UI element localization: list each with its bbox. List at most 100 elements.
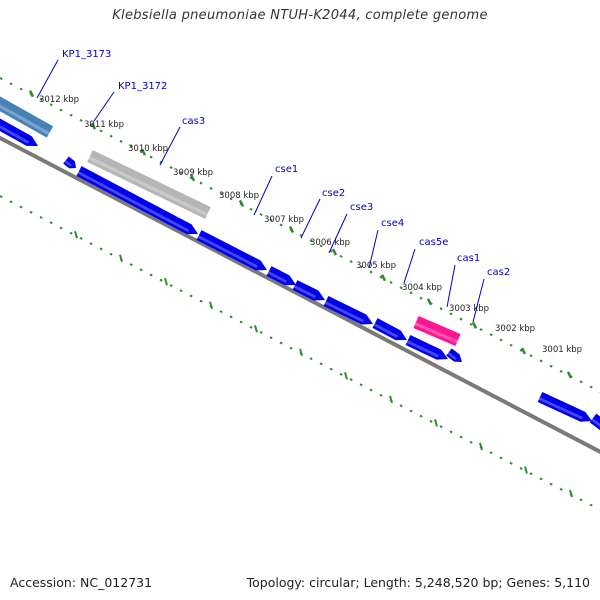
tick-dot: [39, 98, 43, 101]
tick-dot: [399, 404, 403, 408]
tick-dot: [589, 385, 593, 389]
scale-label-layer: 3012 kbp 3011 kbp 3010 kbp 3009 kbp 3008 kbp…: [39, 95, 582, 355]
gene-small-arrow-shine: [64, 160, 72, 167]
major-tick: [28, 90, 35, 98]
tick-dot: [209, 186, 213, 190]
gene-cas3-shine: [77, 171, 190, 232]
tick-dot: [529, 472, 533, 476]
tick-dot: [19, 205, 23, 209]
major-tick: [209, 301, 213, 310]
gene-cas1: [405, 335, 448, 360]
tick-dot: [219, 310, 223, 314]
tick-dot: [409, 409, 413, 413]
gene-right-2: [589, 413, 600, 431]
tick-dot: [459, 435, 463, 439]
tick-dot: [369, 270, 373, 274]
tick-dot: [109, 134, 113, 138]
major-tick: [471, 321, 478, 329]
tick-dot: [89, 242, 93, 246]
tick-dot: [589, 503, 593, 507]
gene-label-leader: [300, 198, 321, 239]
tick-dot: [179, 171, 183, 175]
gene-kp1-3173-lower-shine: [0, 125, 30, 144]
scale-label: 3003 kbp: [449, 304, 489, 314]
major-tick: [331, 248, 338, 256]
scale-label: 3011 kbp: [84, 120, 124, 130]
scale-label: 3010 kbp: [128, 144, 168, 154]
tick-dot: [259, 331, 263, 335]
tick-dot: [119, 139, 123, 143]
tick-dot: [189, 294, 193, 298]
tick-dot: [49, 103, 53, 107]
gene-cse4: [323, 296, 373, 325]
tick-dot: [419, 296, 423, 300]
scale-label: 3006 kbp: [310, 238, 350, 248]
tick-dot: [339, 372, 343, 376]
tick-dot: [79, 118, 83, 122]
tick-dot: [499, 456, 503, 460]
tick-dot: [49, 221, 53, 225]
tick-dot: [159, 278, 163, 282]
gene-cas5e-shine: [373, 323, 399, 338]
tick-dot: [229, 197, 233, 201]
gene-kp1-3173-lower: [0, 118, 38, 146]
tick-dot: [499, 338, 503, 342]
tick-dot: [579, 498, 583, 502]
gene-label: cas3: [182, 116, 205, 127]
tick-dot: [549, 482, 553, 486]
tick-dot: [309, 239, 313, 243]
tick-row-lower: [0, 195, 600, 511]
tick-dot: [19, 87, 23, 91]
gene-label-leader: [159, 126, 181, 166]
tick-dot: [339, 254, 343, 258]
backbone-layer: [0, 135, 600, 454]
major-tick: [119, 254, 123, 263]
tick-dot: [359, 265, 363, 269]
tick-dot: [509, 343, 513, 347]
gene-cse2: [266, 266, 296, 286]
tick-dot: [129, 263, 133, 267]
tick-dot: [349, 260, 353, 264]
gene-cas1-shine: [406, 340, 439, 358]
major-tick: [288, 226, 295, 234]
gene-cas2-shine: [447, 352, 457, 360]
gene-label: cse3: [350, 202, 373, 213]
scale-label: 3001 kbp: [542, 345, 582, 355]
tick-dot: [449, 430, 453, 434]
gene-cas5e: [372, 318, 407, 341]
major-tick: [389, 395, 393, 404]
major-tick: [566, 371, 573, 379]
tick-dot: [529, 354, 533, 358]
major-tick: [189, 174, 196, 182]
tick-dot: [199, 181, 203, 185]
scale-label: 3005 kbp: [356, 261, 396, 271]
tick-dot: [349, 378, 353, 382]
tick-dot: [489, 333, 493, 337]
tick-dot: [289, 346, 293, 350]
gene-label-leader: [472, 278, 485, 323]
gene-label-layer: KP1_3173 KP1_3172 cas3 cse1 cse2 cse3 cse4 cas5…: [36, 49, 510, 323]
tick-dot: [479, 328, 483, 332]
tick-dot: [239, 320, 243, 324]
major-tick: [524, 466, 528, 474]
gene-label: cas5e: [419, 237, 448, 248]
tick-dot: [279, 341, 283, 345]
gene-cse1-shine: [197, 235, 258, 269]
gene-label-leader: [446, 264, 456, 308]
tick-dot: [149, 273, 153, 277]
tick-dot: [379, 275, 383, 279]
scale-label: 3004 kbp: [402, 283, 442, 293]
gene-label: cse4: [381, 218, 404, 229]
gene-cse3: [292, 280, 325, 301]
tick-dot: [509, 461, 513, 465]
gene-label: KP1_3173: [62, 49, 111, 60]
major-tick: [254, 325, 258, 333]
tick-dot: [79, 236, 83, 240]
tick-dot: [169, 283, 173, 287]
tick-dot: [59, 226, 63, 230]
major-tick: [344, 372, 348, 380]
gene-kp1-3173-shine: [0, 104, 50, 136]
tick-dot: [559, 369, 563, 373]
major-tick: [74, 230, 78, 239]
